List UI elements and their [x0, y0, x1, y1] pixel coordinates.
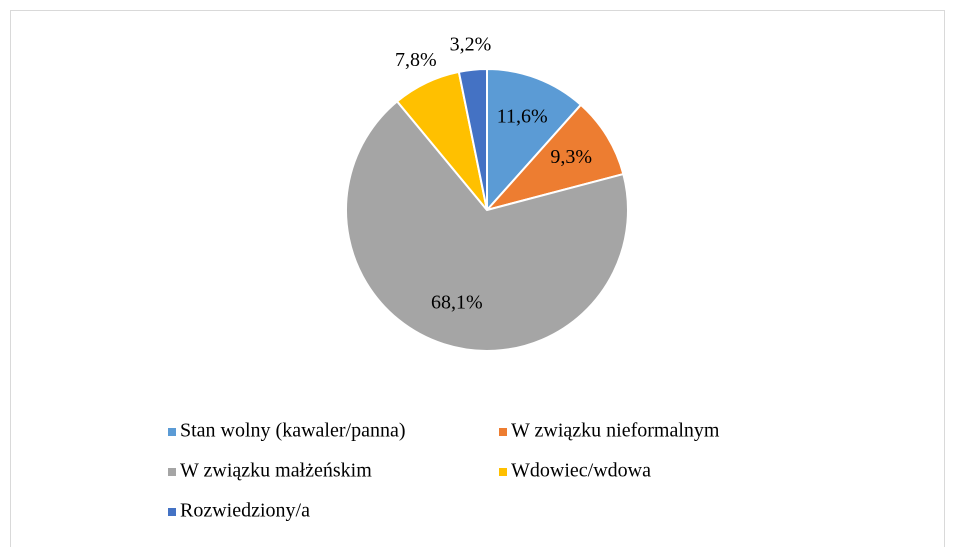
data-label: 9,3%: [550, 146, 592, 168]
legend-label: Stan wolny (kawaler/panna): [180, 420, 405, 442]
chart-border: [10, 10, 945, 547]
pie-slice: [486, 67, 583, 213]
legend-label: W związku małżeńskim: [180, 460, 372, 482]
legend-marker: [168, 428, 176, 436]
pie-slice: [457, 67, 488, 211]
legend-label: W związku nieformalnym: [511, 420, 720, 442]
pie-slice: [345, 99, 629, 352]
legend-marker: [499, 428, 507, 436]
data-label: 3,2%: [450, 33, 492, 55]
legend-marker: [499, 468, 507, 476]
data-label: 7,8%: [395, 49, 437, 71]
legend-label: Rozwiedziony/a: [180, 500, 310, 522]
legend-label: Wdowiec/wdowa: [511, 460, 651, 482]
legend-marker: [168, 468, 176, 476]
legend-marker: [168, 508, 176, 516]
data-label: 11,6%: [497, 105, 548, 127]
data-label: 68,1%: [431, 292, 483, 314]
pie-slice: [484, 103, 625, 212]
